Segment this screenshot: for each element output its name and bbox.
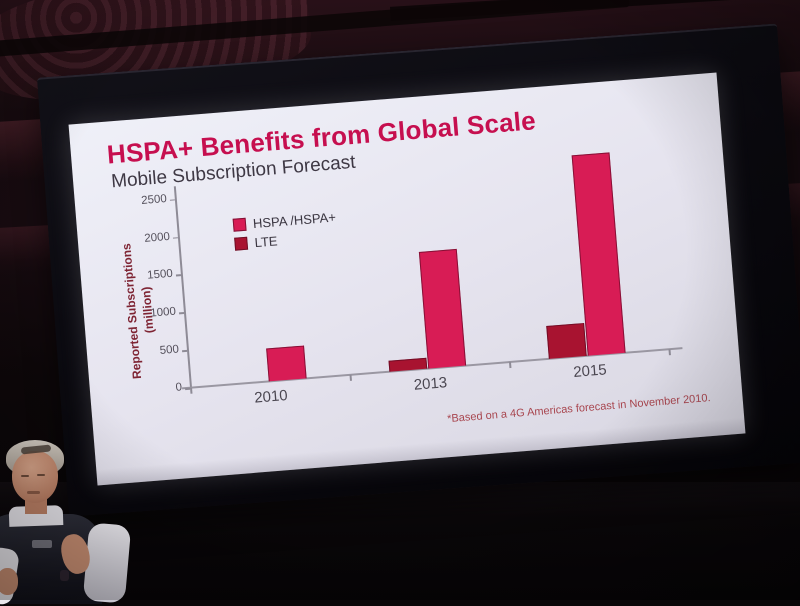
presentation-slide: HSPA+ Benefits from Global Scale Mobile … <box>68 72 746 486</box>
y-tick-label: 1000 <box>149 305 177 320</box>
y-tick-label: 2500 <box>140 192 168 207</box>
y-axis-line <box>173 186 193 388</box>
bar-chart: Reported Subscriptions (million) HSPA /H… <box>69 73 746 486</box>
y-tick-label: 0 <box>175 381 183 394</box>
y-tick-label: 2000 <box>143 230 171 245</box>
speaker-eye <box>37 474 45 476</box>
chart-legend: HSPA /HSPA+ LTE <box>232 208 338 254</box>
x-category-label: 2013 <box>413 374 448 394</box>
legend-swatch <box>234 236 249 251</box>
speaker-left-hand <box>0 568 18 595</box>
bar-hspa-hspa+-2010 <box>266 345 307 382</box>
speaker-right-sleeve <box>82 522 132 604</box>
speaker-mouth <box>27 491 40 494</box>
bar-lte-2015 <box>546 323 587 359</box>
speaker-figure <box>0 438 132 606</box>
legend-label: LTE <box>253 233 279 251</box>
y-tick-label: 500 <box>159 343 180 358</box>
x-category-label: 2015 <box>572 361 608 381</box>
bar-hspa-hspa+-2013 <box>418 248 467 369</box>
speaker-eye <box>21 475 29 477</box>
speaker-face <box>12 451 58 503</box>
speaker-vest-logo <box>32 540 52 548</box>
legend-swatch <box>232 217 247 232</box>
plot-area: HSPA /HSPA+ LTE 0 500 1000 1500 2000 2500 2010 2… <box>141 138 683 407</box>
x-category-label: 2010 <box>253 386 289 407</box>
speaker-watch <box>60 570 69 581</box>
y-tick-label: 1500 <box>146 268 174 283</box>
